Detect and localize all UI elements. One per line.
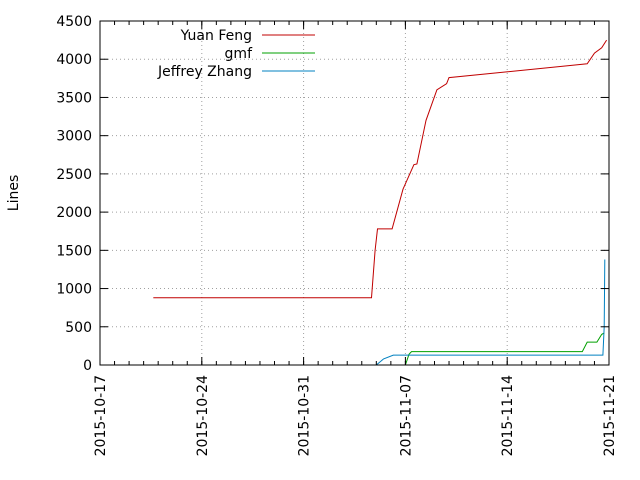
series-line-yuan-feng xyxy=(153,39,608,299)
y-tick-label: 2500 xyxy=(56,167,92,183)
x-tick-label: 2015-10-24 xyxy=(195,375,211,456)
x-tick-label: 2015-11-21 xyxy=(602,375,618,456)
x-tick-label: 2015-10-17 xyxy=(93,375,109,456)
y-tick-label: 500 xyxy=(65,320,92,336)
y-tick-label: 3500 xyxy=(56,90,92,106)
grid xyxy=(100,21,609,365)
series-lines xyxy=(153,39,608,366)
y-tick-label: 3000 xyxy=(56,129,92,145)
y-tick-label: 4000 xyxy=(56,52,92,68)
x-tick-label: 2015-11-07 xyxy=(398,375,414,456)
legend-label-yuan-feng: Yuan Feng xyxy=(180,28,252,44)
y-tick-labels: 0 500 1000 1500 2000 2500 3000 3500 4000 4500 xyxy=(56,14,92,374)
legend: Yuan Feng gmf Jeffrey Zhang xyxy=(157,28,315,80)
y-tick-label: 2000 xyxy=(56,205,92,221)
y-tick-label: 4500 xyxy=(56,14,92,30)
series-line-jeffrey-zhang xyxy=(375,259,606,366)
y-tick-label: 0 xyxy=(83,358,92,374)
series-line-gmf xyxy=(404,332,605,366)
x-tick-labels: 2015-10-17 2015-10-24 2015-10-31 2015-11-07… xyxy=(93,375,618,456)
y-axis-label: Lines xyxy=(6,175,22,211)
axis-ticks xyxy=(99,20,610,366)
x-tick-label: 2015-11-14 xyxy=(500,375,516,456)
legend-label-gmf: gmf xyxy=(225,46,254,62)
legend-label-jeffrey-zhang: Jeffrey Zhang xyxy=(157,64,252,80)
y-tick-label: 1000 xyxy=(56,282,92,298)
plot-frame xyxy=(99,20,610,366)
x-tick-label: 2015-10-31 xyxy=(297,375,313,456)
y-tick-label: 1500 xyxy=(56,243,92,259)
